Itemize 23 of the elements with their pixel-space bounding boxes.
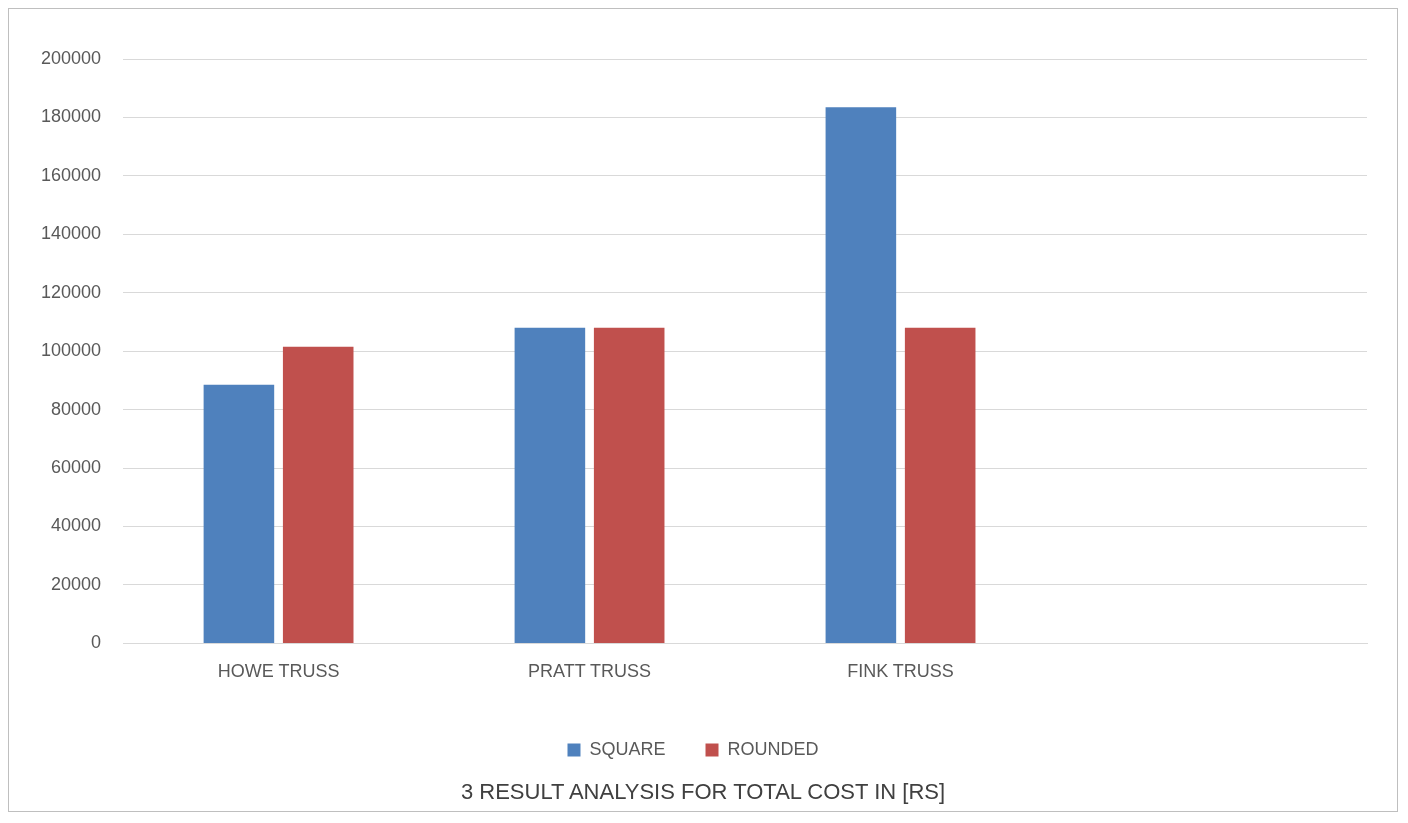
- bar: [514, 327, 586, 643]
- bar: [282, 346, 354, 643]
- legend-label: SQUARE: [589, 738, 666, 759]
- x-tick-label: PRATT TRUSS: [528, 661, 652, 682]
- bar: [593, 327, 665, 643]
- y-tick-label: 60000: [51, 457, 102, 478]
- y-tick-label: 100000: [40, 340, 102, 361]
- y-tick-label: 80000: [51, 398, 102, 419]
- y-tick-label: 160000: [40, 164, 102, 185]
- x-tick-label: FINK TRUSS: [847, 661, 954, 682]
- y-tick-label: 0: [91, 632, 102, 653]
- y-tick-label: 180000: [40, 106, 102, 127]
- y-tick-label: 140000: [40, 223, 102, 244]
- legend-label: ROUNDED: [727, 738, 819, 759]
- bar: [904, 327, 976, 643]
- y-tick-label: 200000: [40, 47, 102, 68]
- y-tick-label: 120000: [40, 281, 102, 302]
- text: 3 RESULT ANALYSIS FOR TOTAL COST IN [RS]: [459, 779, 947, 806]
- y-tick-label: 40000: [51, 515, 102, 536]
- y-tick-label: 20000: [51, 573, 102, 594]
- x-tick-label: HOWE TRUSS: [217, 661, 340, 682]
- bar: [825, 107, 897, 643]
- bar: [203, 384, 275, 643]
